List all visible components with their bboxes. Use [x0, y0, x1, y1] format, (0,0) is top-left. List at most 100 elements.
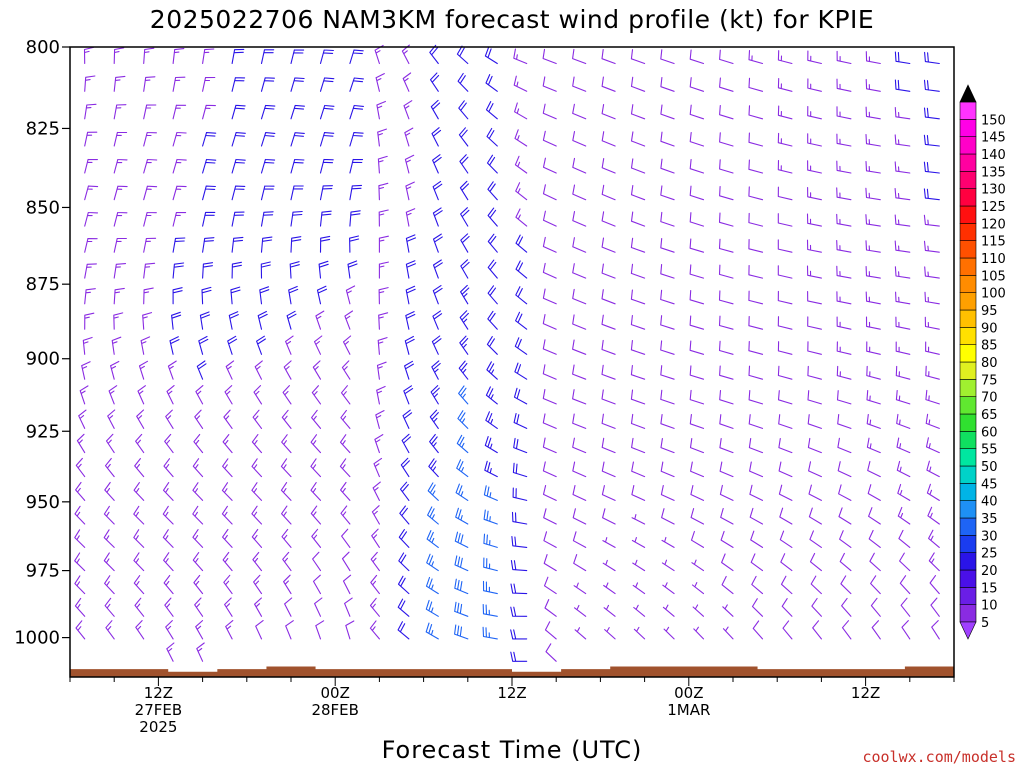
wind-barb [601, 289, 616, 305]
colorbar-label: 120 [981, 217, 1006, 232]
wind-barb [231, 132, 246, 147]
wind-barb [718, 212, 734, 227]
wind-barb [542, 461, 557, 478]
wind-barb [662, 604, 675, 617]
wind-barb [836, 390, 852, 405]
wind-barb [138, 360, 149, 380]
wind-barb [660, 340, 675, 355]
wind-barb [426, 553, 439, 572]
wind-barb [259, 286, 270, 305]
wind-barb [202, 262, 214, 279]
wind-barb [632, 582, 646, 595]
y-axis: 800 825 850 875 900 925 950 975 1000 [14, 37, 70, 649]
wind-barb [455, 507, 469, 525]
wind-barb [251, 434, 263, 454]
wind-barb [487, 259, 498, 279]
wind-barb [312, 574, 322, 595]
wind-barb [84, 75, 96, 92]
wind-barb [342, 335, 352, 355]
wind-barb [378, 261, 389, 279]
wind-barb [196, 642, 205, 662]
wind-barb [460, 233, 470, 253]
wind-barb [231, 185, 246, 201]
wind-barb [865, 106, 881, 120]
wind-barb [172, 48, 185, 65]
colorbar-label: 40 [981, 495, 998, 510]
wind-barb [841, 620, 852, 640]
wind-barb [689, 315, 705, 330]
colorbar-swatch [959, 483, 977, 501]
wind-barb [719, 437, 734, 454]
wind-barb [254, 360, 263, 380]
wind-barb [166, 642, 175, 662]
wind-barb [865, 187, 881, 201]
wind-barb [926, 483, 940, 501]
wind-barb [143, 158, 158, 174]
wind-barb [807, 316, 822, 330]
wind-barb [172, 76, 186, 92]
wind-barb [483, 509, 498, 525]
wind-barb [660, 185, 675, 201]
wind-barb [377, 337, 388, 355]
wind-barb [836, 160, 852, 174]
wind-barb [894, 188, 911, 201]
wind-barb [397, 575, 410, 595]
wind-barb [542, 130, 557, 147]
wind-barb [319, 158, 334, 174]
colorbar-label: 5 [981, 616, 989, 631]
wind-barb [806, 213, 822, 227]
wind-barb [748, 340, 764, 355]
wind-barb [105, 433, 115, 454]
wind-barb [431, 127, 442, 147]
wind-barb [866, 437, 881, 454]
colorbar-swatch [959, 119, 977, 137]
wind-barb [865, 133, 881, 147]
wind-barb [601, 184, 616, 201]
wind-barb [487, 207, 498, 227]
wind-barb [777, 365, 793, 380]
wind-barb [280, 458, 292, 478]
wind-barb [689, 104, 705, 120]
wind-barb [166, 385, 175, 405]
wind-barb [748, 132, 764, 147]
wind-barb [719, 132, 734, 147]
wind-barb [923, 161, 940, 174]
wind-barb [459, 310, 469, 330]
wind-barb [429, 72, 440, 92]
wind-barb [133, 505, 145, 525]
wind-barb [432, 180, 443, 201]
wind-barb [721, 553, 734, 572]
wind-barb [689, 131, 705, 147]
wind-barb [661, 508, 675, 525]
wind-barb [515, 260, 528, 279]
wind-barb [924, 266, 940, 279]
wind-barb [457, 72, 469, 92]
wind-barb [661, 559, 675, 572]
wind-barb [405, 181, 415, 201]
wind-barb [601, 437, 616, 454]
wind-barb [454, 531, 469, 548]
wind-barb [836, 265, 852, 279]
wind-barb [369, 620, 380, 640]
wind-barb [281, 528, 292, 548]
wind-barb [113, 47, 125, 65]
wind-barb [282, 385, 292, 405]
wind-barb [925, 437, 940, 454]
wind-barb [260, 132, 276, 147]
colorbar-label: 125 [981, 200, 1006, 215]
wind-barb [460, 284, 470, 305]
wind-barb [928, 552, 940, 572]
wind-barb [319, 104, 335, 120]
wind-barb [202, 104, 216, 120]
wind-barb [601, 211, 616, 227]
wind-barb [748, 290, 764, 305]
wind-barb [341, 528, 351, 548]
colorbar-label: 55 [981, 443, 998, 458]
wind-barb [84, 312, 95, 330]
wind-barb [425, 599, 439, 617]
wind-barb [133, 575, 145, 595]
wind-barb [838, 484, 852, 501]
wind-barb [340, 505, 351, 525]
wind-barb [256, 335, 266, 355]
